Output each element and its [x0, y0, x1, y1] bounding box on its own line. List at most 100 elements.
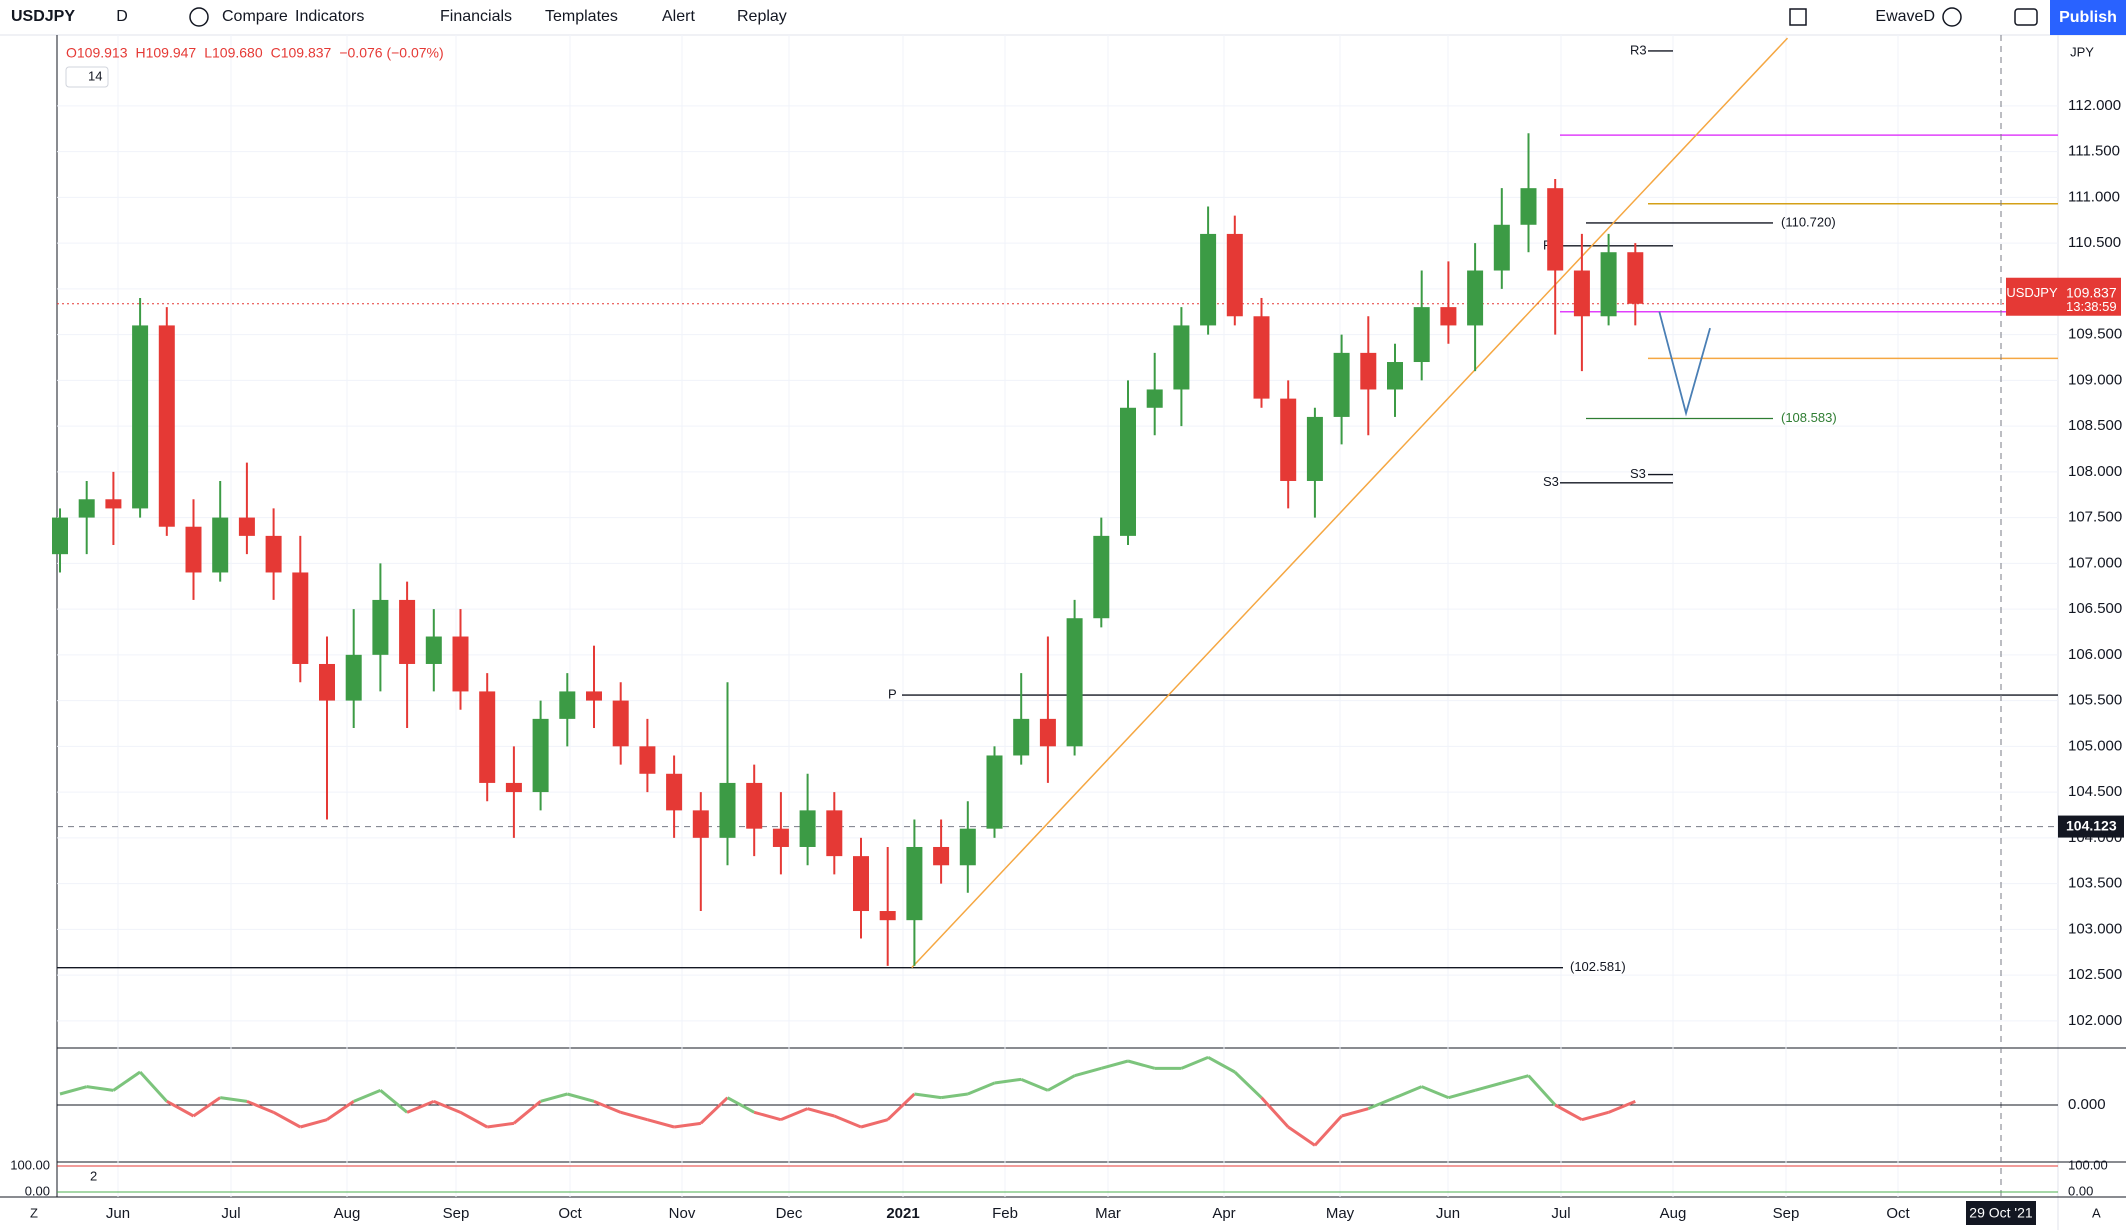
y-tick-label: 111.500: [2068, 143, 2120, 160]
oscillator-segment: [486, 1121, 515, 1129]
candle-body: [452, 636, 469, 692]
candle-body: [639, 746, 656, 774]
oscillator-segment: [219, 1096, 248, 1103]
currency: JPY: [2070, 44, 2094, 59]
oscillator-segment: [726, 1096, 755, 1114]
toolbar-button[interactable]: Compare: [222, 8, 288, 25]
x-tick-label: Jul: [221, 1205, 240, 1222]
candle-body: [212, 517, 229, 573]
last-price-value: 109.837: [2066, 284, 2117, 300]
interval[interactable]: D: [116, 8, 128, 25]
oscillator-segment: [1074, 1066, 1102, 1078]
candle-body: [425, 636, 442, 664]
candle-body: [746, 782, 763, 829]
toolbar-button[interactable]: Financials: [440, 8, 512, 25]
oscillator-segment: [459, 1111, 488, 1129]
toolbar-button[interactable]: Indicators: [295, 8, 364, 25]
candle-body: [185, 526, 202, 573]
publish-button[interactable]: [2050, 0, 2126, 35]
candle-body: [319, 663, 335, 701]
last-price-symbol: USDJPY: [2006, 285, 2058, 300]
oscillator-segment: [1313, 1114, 1343, 1147]
y-tick-label: 105.000: [2068, 737, 2122, 754]
oscillator-segment: [353, 1088, 381, 1103]
publish-label[interactable]: Publish: [2059, 9, 2117, 26]
y-tick-label: 104.500: [2068, 783, 2122, 800]
projection-path: [1658, 311, 1711, 417]
candle-body: [1547, 188, 1564, 271]
layout-name[interactable]: EwaveD: [1875, 8, 1935, 25]
oscillator-segment: [620, 1110, 648, 1122]
oscillator-segment: [1260, 1096, 1290, 1129]
toolbar: Publish USDJPY D EwaveD Compare Indicator…: [11, 0, 2126, 35]
candle-body: [666, 773, 683, 811]
candle-body: [1306, 416, 1323, 481]
x-tick-label: Sep: [443, 1205, 470, 1222]
indicator-box: [65, 66, 109, 88]
candle-body: [505, 782, 522, 793]
footer-right[interactable]: A: [2092, 1205, 2101, 1220]
candle-body: [612, 700, 629, 747]
symbol[interactable]: USDJPY: [11, 8, 75, 25]
countdown: 13:38:59: [2066, 299, 2117, 314]
y-tick-label: 106.000: [2068, 646, 2122, 663]
x-tick-label: Aug: [1660, 1205, 1687, 1222]
candle-body: [772, 828, 789, 847]
x-tick-label: 2021: [886, 1205, 919, 1222]
x-tick-label: Mar: [1095, 1205, 1121, 1222]
crosshair-price: 104.123: [2066, 817, 2117, 833]
candle-body: [265, 535, 282, 573]
candle-body: [158, 325, 175, 527]
oscillator-segment: [807, 1107, 835, 1118]
footer-left[interactable]: Z: [30, 1205, 38, 1220]
candle-body: [1413, 307, 1430, 363]
candle-body: [1173, 325, 1190, 390]
oscillator-segment: [860, 1118, 889, 1129]
camera-icon[interactable]: [2014, 8, 2038, 26]
annotation-label: (110.720): [1781, 214, 1836, 229]
candle-body: [52, 517, 68, 555]
oscillator-segment: [192, 1096, 222, 1118]
candle-body: [986, 755, 1003, 829]
settings-icon[interactable]: [1942, 7, 1962, 27]
toolbar-button[interactable]: Replay: [737, 8, 787, 25]
candle-body: [1200, 233, 1217, 326]
candle-body: [906, 846, 923, 921]
oscillator-segment: [780, 1107, 809, 1122]
toolbar-button[interactable]: Templates: [545, 8, 618, 25]
y-tick-label: 111.000: [2068, 188, 2120, 205]
checkbox-icon[interactable]: [1789, 8, 1807, 26]
oscillator-segment: [1341, 1107, 1369, 1118]
x-tick-label: Sep: [1773, 1205, 1800, 1222]
oscillator-segment: [1448, 1088, 1476, 1100]
y-tick-label: 107.500: [2068, 509, 2122, 526]
candle-body: [826, 810, 843, 857]
x-tick-label: May: [1326, 1205, 1355, 1222]
oscillator-segment: [647, 1118, 675, 1129]
last-price-tag: [2006, 277, 2121, 316]
candle-body: [372, 599, 389, 655]
oscillator-segment: [246, 1099, 275, 1114]
oscillator-segment: [1554, 1103, 1583, 1121]
candle-body: [132, 325, 149, 509]
oscillator-segment: [406, 1099, 435, 1114]
compare-icon[interactable]: [189, 7, 209, 27]
y-tick-label: 105.500: [2068, 692, 2122, 709]
x-tick-label: Oct: [1886, 1205, 1910, 1222]
oscillator-segment: [886, 1092, 916, 1121]
candle-body: [238, 517, 255, 536]
oscillator-segment: [1020, 1077, 1049, 1092]
y-tick-label: 103.500: [2068, 875, 2122, 892]
y-tick-label: 100.00: [2068, 1157, 2108, 1172]
oscillator-segment: [1180, 1055, 1209, 1070]
y-tick-label: 102.000: [2068, 1012, 2122, 1029]
y-tick-label: 0.000: [2068, 1096, 2106, 1113]
candle-body: [1013, 718, 1030, 756]
oscillator-segment: [994, 1077, 1022, 1085]
candle-body: [1226, 233, 1243, 317]
y-tick-label: 108.500: [2068, 417, 2122, 434]
x-tick-label: Aug: [334, 1205, 361, 1222]
toolbar-button[interactable]: Alert: [662, 8, 695, 25]
x-tick-label: Jun: [1436, 1205, 1460, 1222]
